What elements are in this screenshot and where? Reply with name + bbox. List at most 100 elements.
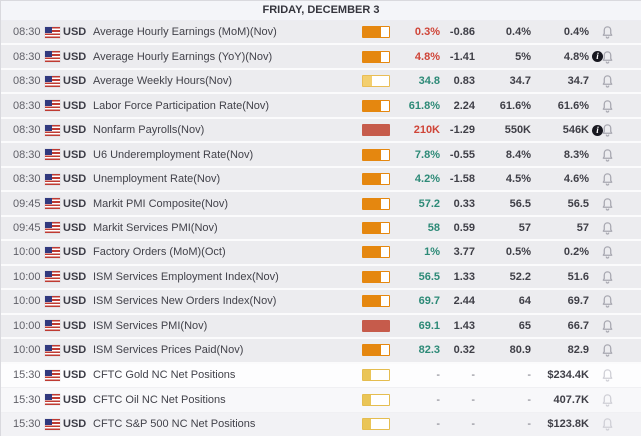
event-row[interactable]: 10:00 USD ISM Services New Orders Index(… [1, 290, 641, 315]
set-alert-button[interactable] [589, 245, 625, 260]
event-row[interactable]: 08:30 USD Labor Force Participation Rate… [1, 94, 641, 119]
consensus-value: 0.4% [505, 26, 531, 39]
event-row[interactable]: 15:30 USD CFTC S&P 500 NC Net Positions … [1, 412, 641, 436]
consensus-value: 80.9 [509, 344, 531, 357]
set-alert-button[interactable] [589, 123, 625, 137]
consensus-value: 34.7 [509, 75, 531, 88]
set-alert-button[interactable] [589, 319, 625, 333]
set-alert-button[interactable] [589, 270, 625, 284]
previous-cell: 8.3% i [531, 149, 589, 161]
set-alert-button[interactable] [589, 197, 625, 211]
event-name[interactable]: Average Hourly Earnings (YoY)(Nov) [93, 50, 273, 63]
event-row[interactable]: 15:30 USD CFTC Oil NC Net Positions - - … [1, 388, 641, 413]
previous-cell: $234.4K i [531, 369, 589, 381]
event-name[interactable]: Factory Orders (MoM)(Oct) [93, 246, 226, 259]
event-row[interactable]: 08:30 USD Average Hourly Earnings (MoM)(… [1, 21, 641, 46]
currency-label: USD [63, 418, 87, 431]
us-flag-icon [45, 26, 60, 38]
set-alert-button[interactable] [589, 50, 625, 64]
info-icon[interactable]: i [592, 51, 603, 63]
event-name[interactable]: ISM Services Employment Index(Nov) [93, 270, 279, 283]
event-row[interactable]: 08:30 USD Nonfarm Payrolls(Nov) 210K -1.… [1, 118, 641, 144]
event-name[interactable]: Nonfarm Payrolls(Nov) [93, 124, 205, 137]
set-alert-button[interactable] [589, 148, 625, 162]
us-flag-icon [45, 75, 60, 87]
event-name[interactable]: Markit PMI Composite(Nov) [93, 197, 229, 210]
previous-value: 51.6 [567, 270, 589, 283]
set-alert-button[interactable] [589, 25, 625, 39]
set-alert-button[interactable] [589, 221, 625, 235]
set-alert-button[interactable] [589, 368, 625, 382]
actual-value: - [436, 418, 440, 431]
set-alert-button[interactable] [589, 74, 625, 88]
event-name[interactable]: Unemployment Rate(Nov) [93, 173, 221, 186]
actual-value: 57.2 [418, 197, 440, 210]
volatility-bar-icon [362, 124, 390, 137]
set-alert-button[interactable] [589, 99, 625, 113]
event-row[interactable]: 08:30 USD Average Hourly Earnings (YoY)(… [1, 45, 641, 70]
set-alert-button[interactable] [589, 417, 625, 431]
event-row[interactable]: 09:45 USD Markit PMI Composite(Nov) 57.2… [1, 192, 641, 217]
event-time: 08:30 [13, 26, 41, 39]
event-name[interactable]: CFTC Gold NC Net Positions [93, 369, 236, 382]
event-row[interactable]: 15:30 USD CFTC Gold NC Net Positions - -… [1, 363, 641, 389]
event-row[interactable]: 10:00 USD ISM Services Prices Paid(Nov) … [1, 339, 641, 364]
volatility-bar-icon [362, 50, 390, 63]
event-name[interactable]: ISM Services Prices Paid(Nov) [93, 344, 244, 357]
actual-value: 69.1 [418, 319, 440, 332]
event-row[interactable]: 08:30 USD U6 Underemployment Rate(Nov) 7… [1, 143, 641, 168]
event-name[interactable]: CFTC S&P 500 NC Net Positions [93, 418, 256, 431]
previous-cell: 51.6 i [531, 271, 589, 283]
bell-icon [602, 75, 612, 88]
info-icon[interactable]: i [592, 124, 603, 136]
us-flag-icon [45, 222, 60, 234]
event-name[interactable]: Average Hourly Earnings (MoM)(Nov) [93, 26, 277, 39]
actual-value: 34.8 [418, 75, 440, 88]
currency-label: USD [63, 270, 87, 283]
event-time: 08:30 [13, 75, 41, 88]
set-alert-button[interactable] [589, 172, 625, 186]
set-alert-button[interactable] [589, 294, 625, 308]
set-alert-button[interactable] [589, 343, 625, 357]
set-alert-button[interactable] [589, 393, 625, 407]
deviation-value: - [471, 418, 475, 431]
consensus-value: 0.5% [505, 246, 531, 259]
bell-icon [602, 344, 612, 357]
currency-label: USD [63, 246, 87, 259]
deviation-value: 0.32 [453, 344, 475, 357]
actual-value: 4.2% [414, 173, 440, 186]
deviation-value: -1.29 [449, 124, 475, 137]
volatility-bar-icon [362, 246, 390, 259]
bell-icon [602, 222, 612, 235]
actual-value: 4.8% [414, 50, 440, 63]
event-name[interactable]: Average Weekly Hours(Nov) [93, 75, 232, 88]
actual-value: 0.3% [414, 26, 440, 39]
date-header: FRIDAY, DECEMBER 3 [1, 1, 641, 21]
event-row[interactable]: 10:00 USD Factory Orders (MoM)(Oct) 1% 3… [1, 241, 641, 266]
previous-value: 82.9 [567, 344, 589, 357]
event-name[interactable]: ISM Services New Orders Index(Nov) [93, 295, 277, 308]
bell-icon [602, 418, 612, 431]
event-name[interactable]: U6 Underemployment Rate(Nov) [93, 148, 254, 161]
event-name[interactable]: ISM Services PMI(Nov) [93, 319, 208, 332]
deviation-value: 1.33 [453, 270, 475, 283]
event-time: 10:00 [13, 270, 41, 283]
deviation-value: 0.83 [453, 75, 475, 88]
consensus-value: 61.6% [499, 99, 531, 112]
event-name[interactable]: Markit Services PMI(Nov) [93, 221, 218, 234]
event-name[interactable]: CFTC Oil NC Net Positions [93, 393, 226, 406]
event-name[interactable]: Labor Force Participation Rate(Nov) [93, 99, 270, 112]
consensus-value: 65 [518, 319, 531, 332]
us-flag-icon [45, 198, 60, 210]
event-row[interactable]: 08:30 USD Unemployment Rate(Nov) 4.2% -1… [1, 167, 641, 193]
event-time: 10:00 [13, 344, 41, 357]
event-row[interactable]: 09:45 USD Markit Services PMI(Nov) 58 0.… [1, 216, 641, 242]
actual-value: 7.8% [414, 148, 440, 161]
event-row[interactable]: 08:30 USD Average Weekly Hours(Nov) 34.8… [1, 69, 641, 95]
volatility-bar-icon [362, 344, 390, 357]
us-flag-icon [45, 394, 60, 406]
event-row[interactable]: 10:00 USD ISM Services PMI(Nov) 69.1 1.4… [1, 314, 641, 340]
previous-cell: 66.7 i [531, 320, 589, 332]
event-row[interactable]: 10:00 USD ISM Services Employment Index(… [1, 265, 641, 291]
